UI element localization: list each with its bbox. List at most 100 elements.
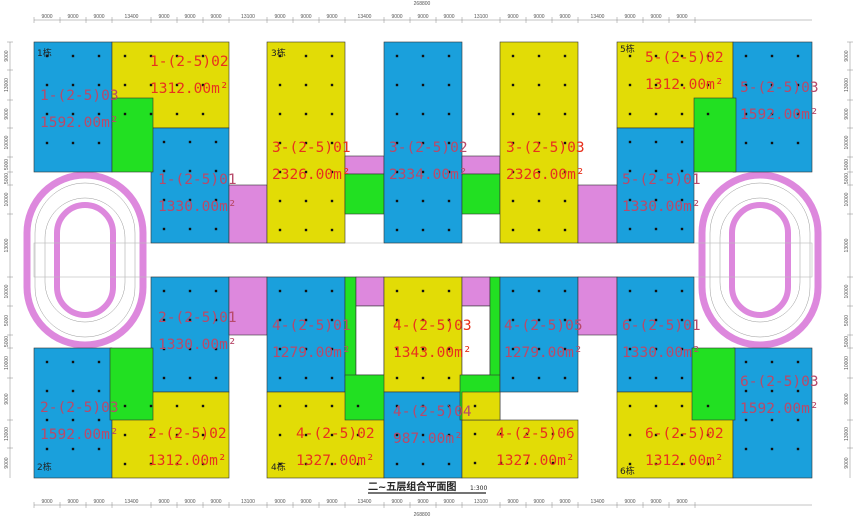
right-dimension-label: 13000 [844, 427, 850, 441]
unit-id: 6-(2-5)02 [645, 426, 724, 442]
unit-label-2-(2-5)02: 2-(2-5)02 1312.00m² [148, 426, 227, 469]
total-dimension-top: 268800 [414, 1, 431, 7]
core-area [461, 173, 501, 215]
building-label: 1栋 [37, 47, 52, 59]
top-dimension-label: 9000 [93, 14, 104, 20]
top-dimension-label: 9000 [326, 14, 337, 20]
unit-id: 4-(2-5)06 [496, 426, 575, 442]
bottom-dimension-label: 13100 [474, 499, 488, 505]
top-dimension-label: 9000 [184, 14, 195, 20]
left-dimension-label: 5000 [4, 173, 10, 184]
unit-area: 1330.00m² [158, 199, 237, 215]
connector-area [577, 276, 618, 336]
unit-id: 6-(2-5)03 [740, 374, 819, 390]
right-dimension-label: 13000 [844, 78, 850, 92]
left-dimension-label: 13000 [4, 427, 10, 441]
top-dimension-label: 9000 [417, 14, 428, 20]
bottom-dimension-label: 9000 [274, 499, 285, 505]
unit-area: 1312.00m² [150, 81, 229, 97]
unit-label-1-(2-5)03: 1-(2-5)03 1592.00m² [40, 88, 119, 131]
unit-label-4-(2-5)05: 4-(2-5)05 1279.00m² [504, 318, 583, 361]
unit-label-4-(2-5)06: 4-(2-5)06 1327.00m² [496, 426, 575, 469]
top-dimension-label: 13100 [241, 14, 255, 20]
core-area [489, 276, 501, 378]
unit-area [33, 347, 113, 479]
building-label: 6栋 [620, 465, 635, 477]
right-dimension-label: 9000 [844, 393, 850, 404]
bottom-dimension-label: 9000 [676, 499, 687, 505]
unit-area [33, 41, 113, 173]
bottom-dimension-label: 9000 [559, 499, 570, 505]
unit-area: 1312.00m² [148, 453, 227, 469]
core-area [693, 97, 737, 173]
unit-id: 4-(2-5)01 [272, 318, 351, 334]
drawing-title: 二~五层组合平面图 [368, 480, 456, 493]
right-dimension-label: 10000 [844, 284, 850, 298]
ramp-track-outer-right [698, 171, 822, 349]
void-area [355, 305, 385, 376]
unit-area: 1327.00m² [496, 453, 575, 469]
unit-label-5-(2-5)01: 5-(2-5)01 1330.00m² [622, 172, 701, 215]
building-label: 3栋 [271, 47, 286, 59]
top-dimension-label: 9000 [650, 14, 661, 20]
unit-area [616, 276, 695, 393]
bottom-dimension-label: 9000 [533, 499, 544, 505]
connector-area [228, 184, 268, 244]
unit-label-1-(2-5)02: 1-(2-5)02 1312.00m² [150, 54, 229, 97]
bottom-dimension-label: 9000 [210, 499, 221, 505]
unit-area [499, 276, 579, 393]
unit-labels: 1-(2-5)031592.00m²1-(2-5)021312.00m²1-(2… [40, 50, 819, 469]
left-dimension-label: 9000 [4, 50, 10, 61]
bottom-dimension-label: 9000 [300, 499, 311, 505]
left-dimension-label: 9000 [4, 393, 10, 404]
connector-area [228, 276, 268, 336]
unit-area: 1312.00m² [645, 77, 724, 93]
unit-area [150, 276, 230, 393]
unit-area [383, 276, 463, 393]
right-dimension-label: 5000 [844, 315, 850, 326]
unit-label-4-(2-5)04: 4-(2-5)04 987.00m² [393, 404, 472, 447]
connector-area [344, 155, 385, 175]
unit-area [461, 391, 501, 421]
core-area [111, 97, 154, 173]
unit-id: 1-(2-5)01 [158, 172, 237, 188]
unit-id: 3-(2-5)02 [389, 140, 468, 156]
ramp-track-inner-left [54, 202, 116, 318]
unit-area: 1592.00m² [40, 427, 119, 443]
central-corridor [33, 242, 813, 278]
unit-id: 5-(2-5)03 [740, 80, 819, 96]
left-dimension-label: 9000 [4, 457, 10, 468]
right-dimension-label: 10000 [844, 192, 850, 206]
bottom-dimension-label: 13400 [358, 499, 372, 505]
building-label: 4栋 [271, 461, 286, 473]
bottom-dimension-label: 13400 [591, 499, 605, 505]
top-dimension-label: 9000 [41, 14, 52, 20]
top-dimension-label: 9000 [158, 14, 169, 20]
left-dimension-label: 10000 [4, 135, 10, 149]
top-dimension-label: 13400 [125, 14, 139, 20]
right-dimension-label: 5000 [844, 336, 850, 347]
unit-area: 1592.00m² [740, 401, 819, 417]
bottom-dimension-label: 13100 [241, 499, 255, 505]
unit-id: 4-(2-5)02 [296, 426, 375, 442]
top-dimension-label: 9000 [559, 14, 570, 20]
right-dimension-label: 10000 [844, 135, 850, 149]
unit-id: 3-(2-5)01 [272, 140, 351, 156]
unit-label-4-(2-5)01: 4-(2-5)01 1279.00m² [272, 318, 351, 361]
unit-id: 1-(2-5)03 [40, 88, 119, 104]
left-dimension-label: 13000 [4, 238, 10, 252]
unit-label-4-(2-5)02: 4-(2-5)02 1327.00m² [296, 426, 375, 469]
unit-label-6-(2-5)03: 6-(2-5)03 1592.00m² [740, 374, 819, 417]
connector-area [461, 155, 501, 175]
right-dimension-label: 13000 [844, 238, 850, 252]
unit-id: 3-(2-5)03 [506, 140, 585, 156]
bottom-dimension-label: 13400 [125, 499, 139, 505]
connector-area [577, 184, 618, 244]
unit-area: 1279.00m² [272, 345, 351, 361]
unit-label-4-(2-5)03: 4-(2-5)03 1343.00m² [393, 318, 472, 361]
unit-area: 987.00m² [393, 431, 463, 447]
bottom-dimension-label: 9000 [41, 499, 52, 505]
unit-id: 2-(2-5)01 [158, 310, 237, 326]
unit-id: 5-(2-5)02 [645, 50, 724, 66]
